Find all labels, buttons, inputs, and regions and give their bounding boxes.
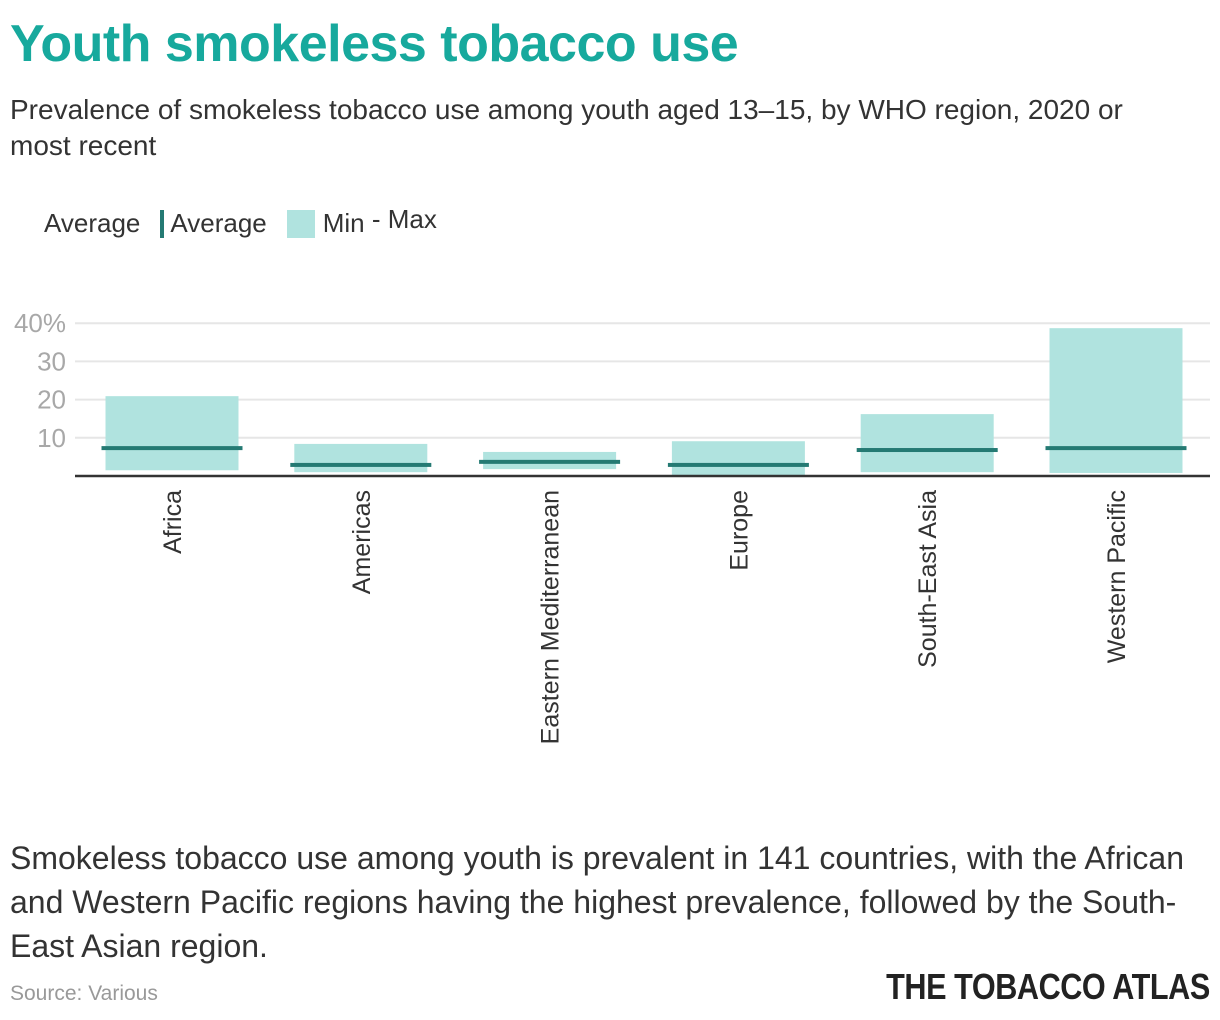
range-bar bbox=[860, 414, 994, 473]
range-bar bbox=[1049, 328, 1183, 473]
range-bar bbox=[294, 443, 428, 473]
x-tick-label: Eastern Mediterranean bbox=[537, 490, 565, 744]
legend: Average Average Min - Max bbox=[44, 204, 437, 239]
legend-range-label: Min bbox=[322, 208, 365, 238]
average-line bbox=[101, 446, 243, 451]
x-tick-label: Europe bbox=[725, 490, 753, 571]
range-bar bbox=[671, 441, 805, 476]
average-line bbox=[667, 462, 809, 467]
x-tick-label: Africa bbox=[159, 490, 187, 554]
average-line bbox=[290, 462, 432, 467]
chart: 10 20 30 40% Africa Americas Eastern Mediterra… bbox=[14, 308, 1210, 744]
average-line bbox=[856, 448, 998, 453]
x-tick-label: Americas bbox=[348, 490, 376, 594]
legend-heading: Average bbox=[44, 208, 141, 238]
y-tick-label: 30 bbox=[37, 346, 66, 376]
source-note: Source: Various bbox=[10, 982, 158, 1005]
legend-range-swatch bbox=[286, 209, 315, 238]
x-tick-label: Western Pacific bbox=[1103, 490, 1131, 663]
y-tick-label: 10 bbox=[37, 423, 66, 453]
range-bar bbox=[105, 396, 239, 471]
legend-average-label: Average bbox=[170, 208, 267, 238]
y-tick-label: 20 bbox=[37, 385, 66, 415]
y-tick-label: 40% bbox=[14, 308, 66, 338]
legend-average-swatch bbox=[160, 209, 165, 238]
x-tick-label: South-East Asia bbox=[914, 490, 942, 668]
chart-title: Youth smokeless tobacco use bbox=[10, 15, 739, 73]
chart-subtitle: Prevalence of smokeless tobacco use amon… bbox=[10, 94, 1123, 161]
average-line bbox=[479, 459, 621, 464]
legend-range-suffix: - Max bbox=[371, 204, 437, 234]
average-line bbox=[1045, 446, 1187, 451]
tobacco-atlas-logo: THE TOBACCO ATLAS bbox=[886, 966, 1210, 1007]
caption: Smokeless tobacco use among youth is pre… bbox=[10, 840, 1184, 964]
